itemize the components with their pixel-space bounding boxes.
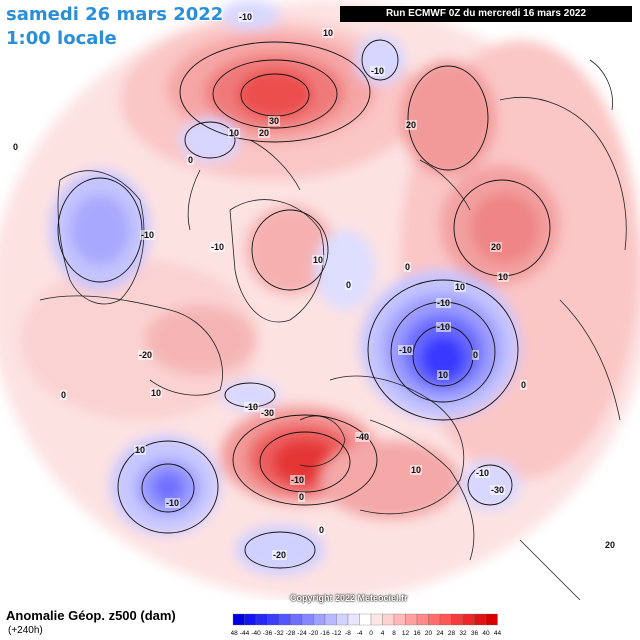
legend-tick: -8: [345, 630, 351, 637]
contour-label: 30: [268, 116, 281, 126]
contour-label: 0: [472, 350, 480, 360]
legend-tick: -4: [357, 630, 363, 637]
legend-swatch: [359, 613, 372, 626]
contour-label: -10: [290, 475, 306, 485]
run-banner: Run ECMWF 0Z du mercredi 16 mars 2022: [340, 6, 632, 22]
legend-tick: 12: [402, 630, 410, 637]
contour-label: -30: [260, 408, 276, 418]
legend-tick: -24: [297, 630, 307, 637]
legend-swatch: [290, 613, 303, 626]
contour-label: 0: [60, 390, 68, 400]
contour-label: -20: [272, 550, 288, 560]
contour-label: 10: [228, 128, 241, 138]
legend-swatch: [267, 613, 280, 626]
contour-label: 0: [318, 525, 326, 535]
legend-tick: 24: [436, 630, 444, 637]
legend-tick: -48: [231, 630, 238, 637]
legend-tick: 28: [448, 630, 456, 637]
contour-label: -10: [436, 298, 452, 308]
lead-time: (+240h): [8, 625, 43, 636]
legend-tick: 4: [381, 630, 385, 637]
legend-tick: -44: [240, 630, 250, 637]
legend-swatch: [439, 613, 452, 626]
contour-label: -10: [210, 242, 226, 252]
legend-tick: -36: [263, 630, 273, 637]
contour-label: -30: [490, 485, 506, 495]
legend-swatch: [428, 613, 441, 626]
contour-label: 20: [405, 120, 418, 130]
legend-swatch: [382, 613, 395, 626]
legend-swatch: [255, 613, 268, 626]
legend-swatch: [313, 613, 326, 626]
contour-label: 10: [497, 272, 510, 282]
legend-tick: 8: [392, 630, 396, 637]
contour-label: -10: [475, 468, 491, 478]
legend-swatch: [232, 613, 245, 626]
legend-tick: 32: [459, 630, 467, 637]
legend-tick: 16: [413, 630, 421, 637]
contour-label: -10: [238, 12, 254, 22]
copyright: Copyright 2022 Meteociel.fr: [290, 593, 408, 603]
legend-swatch: [405, 613, 418, 626]
legend-swatch: [244, 613, 257, 626]
legend-tick: -20: [309, 630, 319, 637]
legend-tick: -32: [274, 630, 284, 637]
contour-label: -10: [244, 402, 260, 412]
contour-label: 10: [454, 282, 467, 292]
contour-label: 10: [312, 255, 325, 265]
legend-swatch: [462, 613, 475, 626]
legend-tick: 0: [369, 630, 373, 637]
contour-label: 0: [298, 492, 306, 502]
contour-label: 20: [604, 540, 617, 550]
legend-swatch: [451, 613, 464, 626]
legend-swatch: [393, 613, 406, 626]
legend-swatch: [474, 613, 487, 626]
contour-label: 0: [345, 280, 353, 290]
legend-tick: 40: [482, 630, 490, 637]
contour-label: -10: [165, 498, 181, 508]
legend-tick: -40: [251, 630, 261, 637]
contour-label: 0: [12, 142, 20, 152]
contour-label: 10: [322, 28, 335, 38]
map-title: Anomalie Géop. z500 (dam): [6, 608, 176, 623]
legend-swatch: [416, 613, 429, 626]
contour-label: 10: [437, 370, 450, 380]
contour-label: -10: [370, 66, 386, 76]
contour-label: 10: [150, 388, 163, 398]
legend-tick: -28: [286, 630, 296, 637]
legend-swatch: [301, 613, 314, 626]
contour-label: -10: [140, 230, 156, 240]
legend-tick: 36: [471, 630, 479, 637]
legend-swatch: [336, 613, 349, 626]
legend-swatch: [485, 613, 498, 626]
legend-swatch: [324, 613, 337, 626]
contour-label: 0: [187, 155, 195, 165]
contour-label: 10: [410, 465, 423, 475]
contour-label: -10: [398, 345, 414, 355]
contour-label: -20: [138, 350, 154, 360]
contour-label: 10: [134, 445, 147, 455]
anomaly-map: [0, 0, 640, 600]
contour-label: 20: [258, 128, 271, 138]
contour-label: 20: [490, 242, 503, 252]
forecast-date: samedi 26 mars 2022: [6, 4, 224, 25]
legend-tick: 20: [425, 630, 433, 637]
legend-swatch: [278, 613, 291, 626]
legend-swatch: [370, 613, 383, 626]
contour-label: 0: [404, 262, 412, 272]
contour-label: -40: [355, 432, 371, 442]
contour-label: -10: [436, 322, 452, 332]
legend-tick: -16: [320, 630, 330, 637]
forecast-time: 1:00 locale: [6, 28, 117, 49]
legend-tick: 44: [494, 630, 502, 637]
legend-tick: -12: [332, 630, 342, 637]
color-legend: -48-44-40-36-32-28-24-20-16-12-8-4048121…: [231, 613, 502, 637]
legend-swatch: [347, 613, 360, 626]
contour-label: 0: [520, 380, 528, 390]
